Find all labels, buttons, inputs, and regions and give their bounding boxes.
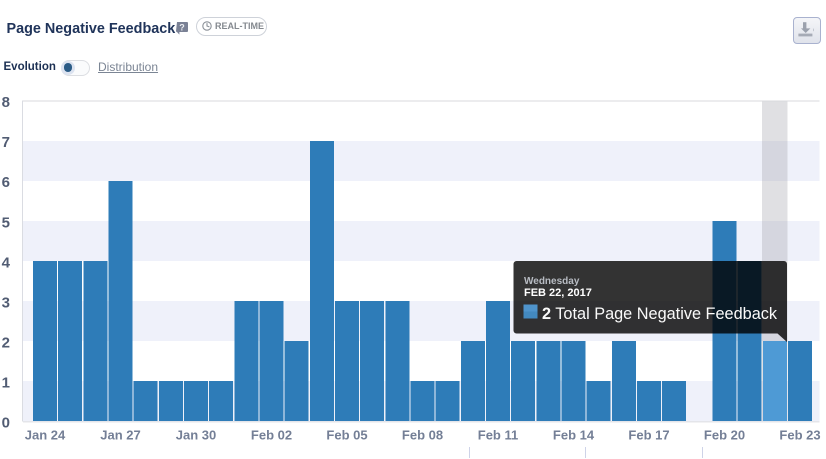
svg-text:8: 8 <box>2 94 10 111</box>
svg-text:?: ? <box>179 22 185 32</box>
svg-text:2: 2 <box>2 334 10 351</box>
svg-text:Feb 14: Feb 14 <box>553 428 595 443</box>
svg-text:Jan 30: Jan 30 <box>176 428 216 443</box>
svg-text:6: 6 <box>2 174 10 191</box>
svg-text:Wednesday: Wednesday <box>524 276 580 287</box>
svg-text:Feb 08: Feb 08 <box>402 428 443 443</box>
svg-text:4: 4 <box>2 254 11 271</box>
svg-text:Feb 20: Feb 20 <box>704 428 745 443</box>
svg-text:7: 7 <box>2 134 10 151</box>
svg-text:Feb 17: Feb 17 <box>628 428 669 443</box>
svg-text:Jan 27: Jan 27 <box>100 428 140 443</box>
svg-text:3: 3 <box>2 294 10 311</box>
svg-text:Feb 11: Feb 11 <box>478 428 518 443</box>
svg-text:Feb 23: Feb 23 <box>779 428 820 443</box>
svg-text:0: 0 <box>2 415 10 432</box>
svg-text:5: 5 <box>2 214 10 231</box>
svg-text:2 Total Page Negative Feedback: 2 Total Page Negative Feedback <box>542 305 778 323</box>
svg-text:1: 1 <box>2 375 10 392</box>
svg-text:FEB 22, 2017: FEB 22, 2017 <box>524 287 592 299</box>
svg-text:Feb 02: Feb 02 <box>251 428 292 443</box>
svg-text:Jan 24: Jan 24 <box>25 428 66 443</box>
svg-text:Feb 05: Feb 05 <box>326 428 367 443</box>
